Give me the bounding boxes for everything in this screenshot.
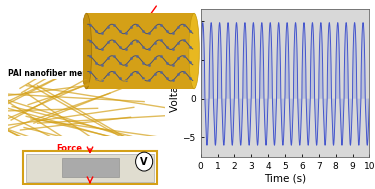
Point <box>146 63 152 66</box>
Point <box>117 61 123 64</box>
Point <box>105 57 111 60</box>
Point <box>129 25 135 28</box>
Point <box>176 41 181 44</box>
Point <box>129 57 135 60</box>
Point <box>87 39 93 42</box>
Polygon shape <box>26 154 154 182</box>
Text: PAI nanofiber membrane: PAI nanofiber membrane <box>8 69 115 78</box>
Ellipse shape <box>189 13 200 89</box>
Point <box>99 79 105 82</box>
Point <box>152 73 158 76</box>
Point <box>187 45 193 48</box>
Point <box>170 79 176 82</box>
Point <box>187 77 193 80</box>
Point <box>146 32 152 35</box>
Point <box>123 63 129 66</box>
Point <box>134 23 140 26</box>
Point <box>181 39 187 42</box>
Point <box>117 77 123 80</box>
Polygon shape <box>62 158 118 177</box>
Point <box>158 70 164 74</box>
Point <box>170 63 176 66</box>
Point <box>87 55 93 58</box>
Point <box>123 47 129 50</box>
Point <box>134 70 140 74</box>
Ellipse shape <box>81 13 92 89</box>
Point <box>123 32 129 35</box>
Point <box>87 71 93 74</box>
Point <box>176 26 181 29</box>
Text: Force: Force <box>57 144 83 153</box>
Point <box>164 45 170 48</box>
Point <box>140 61 146 64</box>
Text: V: V <box>140 157 148 167</box>
Point <box>93 77 99 80</box>
Point <box>111 55 117 58</box>
Point <box>146 79 152 82</box>
Y-axis label: Voltage (V): Voltage (V) <box>170 54 180 112</box>
Circle shape <box>136 152 153 171</box>
Point <box>176 73 181 76</box>
Point <box>87 23 93 26</box>
Point <box>140 77 146 80</box>
X-axis label: Time (s): Time (s) <box>264 174 306 184</box>
Point <box>176 57 181 60</box>
Point <box>111 70 117 74</box>
Point <box>93 30 99 33</box>
Point <box>164 77 170 80</box>
Point <box>99 63 105 66</box>
Point <box>140 30 146 33</box>
Point <box>99 32 105 35</box>
Point <box>164 61 170 64</box>
Point <box>140 45 146 48</box>
Point <box>158 23 164 26</box>
Point <box>105 41 111 44</box>
Point <box>181 70 187 74</box>
Point <box>111 39 117 42</box>
Point <box>170 32 176 35</box>
Point <box>123 79 129 82</box>
Point <box>105 25 111 28</box>
Polygon shape <box>86 13 194 89</box>
Point <box>129 41 135 44</box>
Point <box>117 30 123 33</box>
Point <box>105 72 111 75</box>
Point <box>187 29 193 33</box>
Point <box>152 41 158 44</box>
Point <box>164 29 170 33</box>
Point <box>129 73 135 76</box>
Point <box>117 46 123 49</box>
Point <box>152 25 158 28</box>
Point <box>187 61 193 64</box>
Point <box>181 55 187 58</box>
Point <box>158 55 164 58</box>
Point <box>134 39 140 42</box>
Point <box>134 55 140 58</box>
Point <box>158 39 164 42</box>
Point <box>170 47 176 50</box>
Point <box>181 23 187 26</box>
Point <box>152 57 158 60</box>
Point <box>146 47 152 50</box>
Point <box>111 23 117 26</box>
Point <box>93 61 99 64</box>
Point <box>93 46 99 49</box>
Point <box>99 47 105 50</box>
